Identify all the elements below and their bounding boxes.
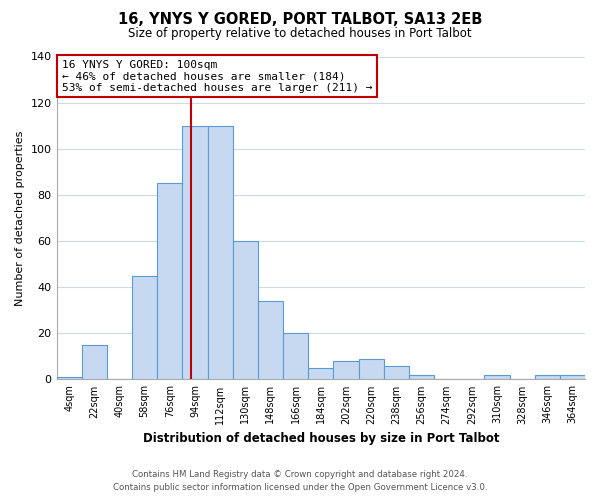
- Bar: [560, 375, 585, 380]
- Bar: [409, 375, 434, 380]
- Y-axis label: Number of detached properties: Number of detached properties: [15, 130, 25, 306]
- Bar: [56, 377, 82, 380]
- Bar: [233, 241, 258, 380]
- Bar: [283, 334, 308, 380]
- Bar: [359, 358, 383, 380]
- Text: Contains HM Land Registry data © Crown copyright and database right 2024.
Contai: Contains HM Land Registry data © Crown c…: [113, 470, 487, 492]
- Bar: [182, 126, 208, 380]
- Bar: [132, 276, 157, 380]
- Bar: [82, 345, 107, 380]
- Text: Size of property relative to detached houses in Port Talbot: Size of property relative to detached ho…: [128, 28, 472, 40]
- X-axis label: Distribution of detached houses by size in Port Talbot: Distribution of detached houses by size …: [143, 432, 499, 445]
- Bar: [334, 361, 359, 380]
- Bar: [258, 301, 283, 380]
- Bar: [383, 366, 409, 380]
- Bar: [535, 375, 560, 380]
- Bar: [208, 126, 233, 380]
- Text: 16, YNYS Y GORED, PORT TALBOT, SA13 2EB: 16, YNYS Y GORED, PORT TALBOT, SA13 2EB: [118, 12, 482, 28]
- Bar: [484, 375, 509, 380]
- Bar: [157, 184, 182, 380]
- Bar: [308, 368, 334, 380]
- Text: 16 YNYS Y GORED: 100sqm
← 46% of detached houses are smaller (184)
53% of semi-d: 16 YNYS Y GORED: 100sqm ← 46% of detache…: [62, 60, 373, 93]
